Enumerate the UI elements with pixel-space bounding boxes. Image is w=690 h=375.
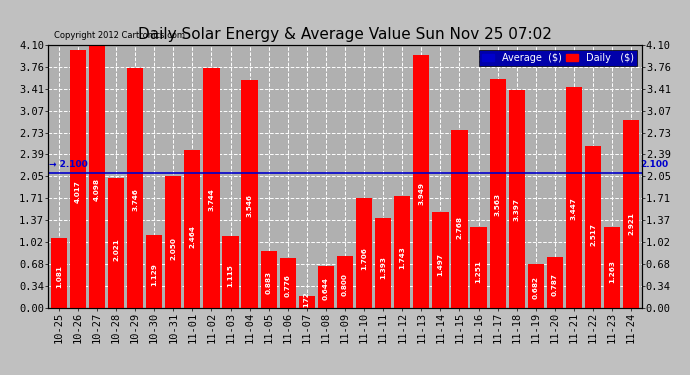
Text: 2.768: 2.768 xyxy=(457,216,462,239)
Text: 0.682: 0.682 xyxy=(533,276,539,299)
Text: 1.251: 1.251 xyxy=(475,260,482,283)
Bar xyxy=(279,258,296,308)
Text: 0.644: 0.644 xyxy=(323,278,329,300)
Text: 3.563: 3.563 xyxy=(495,194,501,216)
Bar xyxy=(489,80,506,308)
Text: 4.098: 4.098 xyxy=(94,178,100,201)
Bar xyxy=(146,235,162,308)
Bar xyxy=(375,218,391,308)
Text: Copyright 2012 Cartronics.com: Copyright 2012 Cartronics.com xyxy=(55,31,185,40)
Bar xyxy=(241,81,257,308)
Bar xyxy=(165,176,181,308)
Text: 2.921: 2.921 xyxy=(628,212,634,235)
Bar xyxy=(108,178,124,308)
Text: 0.883: 0.883 xyxy=(266,270,272,294)
Text: 2.050: 2.050 xyxy=(170,237,176,260)
Text: 2.464: 2.464 xyxy=(189,225,195,248)
Bar xyxy=(222,236,239,308)
Bar xyxy=(528,264,544,308)
Text: 3.744: 3.744 xyxy=(208,188,215,211)
Bar xyxy=(184,150,201,308)
Bar xyxy=(127,68,144,308)
Bar xyxy=(623,120,640,308)
Text: 3.397: 3.397 xyxy=(514,198,520,221)
Bar xyxy=(299,297,315,307)
Text: 1.129: 1.129 xyxy=(151,264,157,286)
Bar xyxy=(585,146,601,308)
Bar xyxy=(89,45,105,308)
Bar xyxy=(604,226,620,308)
Text: 1.706: 1.706 xyxy=(361,247,367,270)
Bar xyxy=(566,87,582,308)
Text: → 2.100: → 2.100 xyxy=(49,160,88,169)
Text: 1.263: 1.263 xyxy=(609,260,615,282)
Text: 0.800: 0.800 xyxy=(342,273,348,296)
Text: 0.172: 0.172 xyxy=(304,291,310,314)
Bar xyxy=(509,90,525,308)
Bar xyxy=(70,50,86,308)
Text: 1.393: 1.393 xyxy=(380,256,386,279)
Bar xyxy=(433,211,448,308)
Bar xyxy=(546,257,563,307)
Text: 1.081: 1.081 xyxy=(56,265,62,288)
Text: 0.787: 0.787 xyxy=(552,273,558,296)
Bar xyxy=(394,196,411,308)
Text: 3.447: 3.447 xyxy=(571,197,577,220)
Bar xyxy=(471,227,486,308)
Text: 2.021: 2.021 xyxy=(113,238,119,261)
Bar xyxy=(50,238,67,308)
Bar xyxy=(451,130,468,308)
Bar xyxy=(318,266,334,308)
Bar xyxy=(413,55,429,308)
Text: 4.017: 4.017 xyxy=(75,180,81,203)
Text: 2.517: 2.517 xyxy=(590,224,596,246)
Text: 1.743: 1.743 xyxy=(400,246,405,268)
Title: Daily Solar Energy & Average Value Sun Nov 25 07:02: Daily Solar Energy & Average Value Sun N… xyxy=(138,27,552,42)
Legend: Average  ($), Daily   ($): Average ($), Daily ($) xyxy=(480,50,637,66)
Bar xyxy=(261,251,277,308)
Bar xyxy=(337,256,353,307)
Text: 1.115: 1.115 xyxy=(228,264,233,287)
Bar xyxy=(356,198,372,308)
Text: 3.949: 3.949 xyxy=(418,182,424,205)
Text: 1.497: 1.497 xyxy=(437,253,444,276)
Bar xyxy=(204,68,219,308)
Text: 3.546: 3.546 xyxy=(246,194,253,217)
Text: 2.100: 2.100 xyxy=(641,160,669,169)
Text: 3.746: 3.746 xyxy=(132,188,138,211)
Text: 0.776: 0.776 xyxy=(285,274,290,297)
